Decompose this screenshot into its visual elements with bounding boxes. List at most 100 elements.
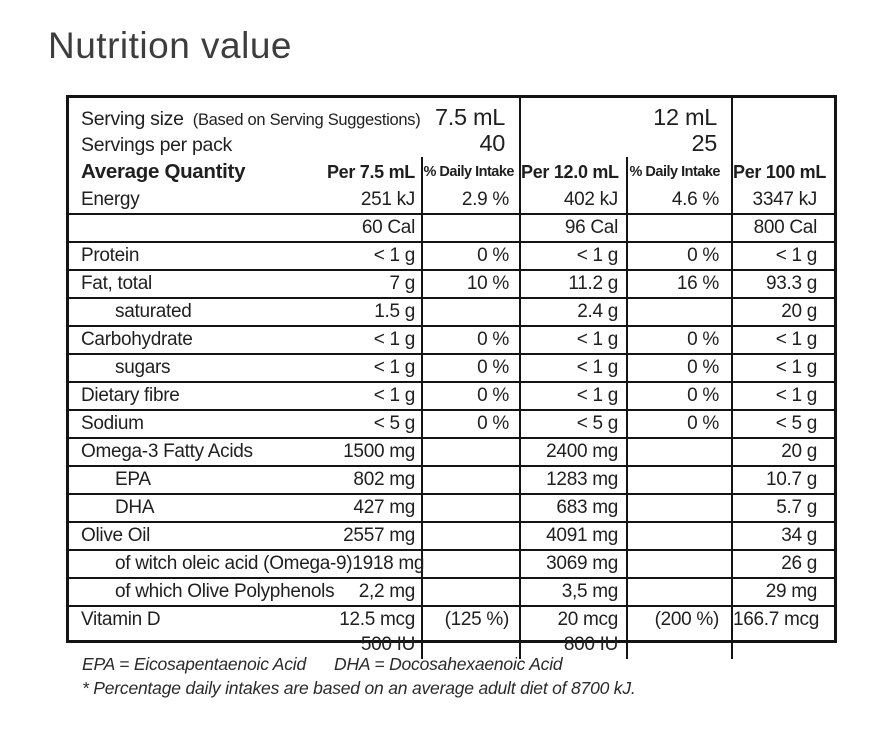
serving-size-row: Serving size (Based on Serving Suggestio… <box>69 98 834 131</box>
daily-intake-2-value: 0 % <box>628 355 733 381</box>
daily-intake-2-value <box>628 299 733 325</box>
per-7-5-ml-value: < 1 g <box>373 385 416 406</box>
per-7-5-ml-value: 2557 mg <box>343 525 415 546</box>
per-7-5-ml-value: 251 kJ <box>360 189 415 210</box>
per-100-ml-value: 20 g <box>781 441 817 462</box>
per-100-ml-value: < 1 g <box>775 329 818 350</box>
per-100-ml-value: 20 g <box>781 301 817 322</box>
per-12-ml-value: 402 kJ <box>521 187 628 213</box>
per-100-ml-value: < 5 g <box>775 413 818 434</box>
table-row: of which Olive Polyphenols 2,2 mg 3,5 mg… <box>69 579 834 607</box>
per-100-ml-value: 5.7 g <box>776 497 817 518</box>
daily-intake-2-value <box>628 523 733 549</box>
daily-intake-1-value <box>423 495 521 521</box>
per-12-ml-value: 3,5 mg <box>521 579 628 605</box>
table-row: Fat, total 7 g 10 % 11.2 g 16 % 93.3 g <box>69 271 834 299</box>
nutrient-name: saturated <box>115 301 192 322</box>
abbreviation-note: EPA = Eicosapentaenoic Acid DHA = Docosah… <box>82 652 636 676</box>
daily-intake-2-value <box>628 579 733 605</box>
daily-intake-2-value <box>628 215 733 241</box>
per-12-ml-value: 1283 mg <box>521 467 628 493</box>
serving-size-label: Serving size <box>81 108 184 130</box>
servings-per-pack-row: Servings per pack 40 25 <box>69 130 834 159</box>
table-row: Omega-3 Fatty Acids 1500 mg 2400 mg 20 g <box>69 439 834 467</box>
daily-intake-2-value: 0 % <box>628 383 733 409</box>
daily-intake-1-value <box>423 523 521 549</box>
column-header-daily-intake-1: % Daily Intake <box>423 157 521 187</box>
rows-host: Energy 251 kJ 2.9 % 402 kJ 4.6 % 3347 kJ… <box>69 187 834 659</box>
table-row: Energy 251 kJ 2.9 % 402 kJ 4.6 % 3347 kJ <box>69 187 834 215</box>
per-12-ml-value: 11.2 g <box>521 271 628 297</box>
table-row: saturated 1.5 g 2.4 g 20 g <box>69 299 834 327</box>
daily-intake-1-value: 0 % <box>423 327 521 353</box>
column-header-per-7-5-ml: Per 7.5 mL <box>326 162 415 182</box>
nutrient-name: Fat, total <box>81 273 152 294</box>
daily-intake-2-value: 0 % <box>628 327 733 353</box>
table-row: EPA 802 mg 1283 mg 10.7 g <box>69 467 834 495</box>
daily-intake-2-value: 4.6 % <box>628 187 733 213</box>
serving-size-value-2: 12 mL <box>653 104 717 130</box>
table-row: DHA 427 mg 683 mg 5.7 g <box>69 495 834 523</box>
servings-per-pack-label: Servings per pack <box>81 134 232 156</box>
daily-intake-1-value: 0 % <box>423 383 521 409</box>
daily-intake-2-value: (200 %) <box>628 607 733 659</box>
nutrient-name: sugars <box>115 357 171 378</box>
column-header-daily-intake-2: % Daily Intake <box>628 157 733 187</box>
table-row: Vitamin D 12.5 mcg 500 IU (125 %) 20 mcg 8… <box>69 607 834 659</box>
daily-intake-1-value <box>423 439 521 465</box>
table-row: Carbohydrate < 1 g 0 % < 1 g 0 % < 1 g <box>69 327 834 355</box>
per-7-5-ml-value: < 1 g <box>373 329 416 350</box>
daily-intake-2-value: 0 % <box>628 411 733 437</box>
nutrient-name: Carbohydrate <box>81 329 193 350</box>
per-7-5-ml-value: 802 mg <box>353 469 415 490</box>
per-12-ml-value: 2.4 g <box>521 299 628 325</box>
daily-intake-1-value <box>423 551 521 577</box>
nutrient-name: Sodium <box>81 413 144 434</box>
column-header-row: Average Quantity Per 7.5 mL % Daily Inta… <box>69 157 834 187</box>
per-100-ml-value: < 1 g <box>775 245 818 266</box>
per-7-5-ml-value: 1.5 g <box>374 301 415 322</box>
nutrient-name: EPA <box>115 469 151 490</box>
table-row: Dietary fibre < 1 g 0 % < 1 g 0 % < 1 g <box>69 383 834 411</box>
table-row: Olive Oil 2557 mg 4091 mg 34 g <box>69 523 834 551</box>
daily-intake-2-value <box>628 551 733 577</box>
per-12-ml-value: < 1 g <box>521 355 628 381</box>
nutrient-name: Olive Oil <box>81 525 151 546</box>
nutrient-name: DHA <box>115 497 155 518</box>
per-7-5-ml-value: 60 Cal <box>361 217 415 238</box>
daily-intake-2-value <box>628 495 733 521</box>
daily-intake-1-value <box>423 299 521 325</box>
per-100-ml-value: 800 Cal <box>753 217 818 238</box>
table-row: Protein < 1 g 0 % < 1 g 0 % < 1 g <box>69 243 834 271</box>
per-12-ml-value: < 1 g <box>521 383 628 409</box>
daily-intake-1-value: 10 % <box>423 271 521 297</box>
daily-intake-2-value: 16 % <box>628 271 733 297</box>
per-7-5-ml-value: 1500 mg <box>343 441 415 462</box>
epa-definition: EPA = Eicosapentaenoic Acid <box>82 654 307 674</box>
per-12-ml-value: < 1 g <box>521 327 628 353</box>
per-100-ml-value: 29 mg <box>765 581 818 602</box>
nutrient-name: Dietary fibre <box>81 385 180 406</box>
nutrient-name: of which Olive Polyphenols <box>115 581 335 602</box>
daily-intake-1-value: 0 % <box>423 355 521 381</box>
per-100-ml-value: 26 g <box>781 553 817 574</box>
table-row: 60 Cal 96 Cal 800 Cal <box>69 215 834 243</box>
servings-per-pack-value-2: 25 <box>691 130 717 156</box>
footnotes: EPA = Eicosapentaenoic Acid DHA = Docosah… <box>82 652 636 700</box>
daily-intake-2-value <box>628 467 733 493</box>
table-row: Sodium < 5 g 0 % < 5 g 0 % < 5 g <box>69 411 834 439</box>
per-100-ml-value: 166.7 mcg <box>733 609 820 630</box>
per-7-5-ml-value: < 1 g <box>373 357 416 378</box>
table-row: sugars < 1 g 0 % < 1 g 0 % < 1 g <box>69 355 834 383</box>
table-row: of witch oleic acid (Omega-9) 1918 mg 30… <box>69 551 834 579</box>
serving-size-value-1: 7.5 mL <box>434 104 505 130</box>
per-7-5-ml-value: < 1 g <box>373 245 416 266</box>
per-12-ml-value: 683 mg <box>521 495 628 521</box>
daily-intake-1-value: 0 % <box>423 411 521 437</box>
column-header-name: Average Quantity <box>81 160 246 183</box>
per-12-ml-value: < 5 g <box>521 411 628 437</box>
per-12-ml-value: < 1 g <box>521 243 628 269</box>
daily-intake-1-value <box>423 215 521 241</box>
daily-intake-note: * Percentage daily intakes are based on … <box>82 678 636 698</box>
nutrition-table: Serving size (Based on Serving Suggestio… <box>66 95 837 659</box>
